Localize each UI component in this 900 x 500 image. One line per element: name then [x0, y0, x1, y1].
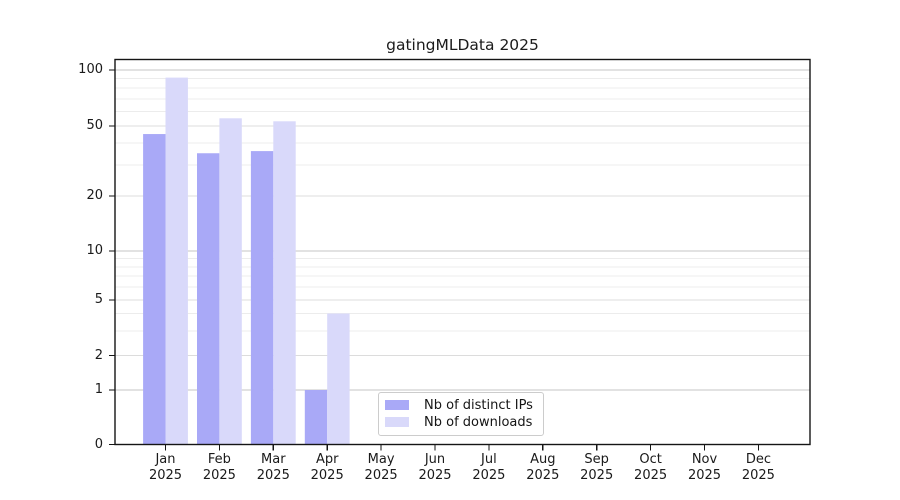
x-tick-label-aug: Aug 2025: [526, 451, 560, 484]
y-tick-label-100: 100: [78, 62, 103, 77]
y-tick-label-2: 2: [94, 347, 103, 363]
x-tick-label-sep: Sep 2025: [580, 451, 614, 484]
x-tick-label-dec: Dec 2025: [741, 451, 775, 484]
bar-nb-of-downloads-mar: [273, 121, 296, 445]
x-tick-label-jul: Jul 2025: [472, 451, 506, 484]
y-tick-label-5: 5: [94, 292, 103, 307]
x-tick-label-oct: Oct 2025: [634, 451, 668, 484]
y-tick-label-10: 10: [86, 243, 103, 258]
x-tick-label-may: May 2025: [364, 451, 398, 484]
legend-item-distinct-ips: Nb of distinct IPs: [385, 398, 537, 413]
bar-nb-of-distinct-ips-jan: [143, 134, 166, 445]
bar-nb-of-downloads-apr: [327, 313, 350, 445]
y-tick-label-1: 1: [94, 382, 103, 397]
legend-swatch-distinct-ips: [385, 400, 409, 410]
legend-label-distinct-ips: Nb of distinct IPs: [424, 397, 533, 413]
bar-nb-of-downloads-jan: [165, 77, 188, 445]
x-tick-label-feb: Feb 2025: [202, 451, 236, 484]
y-tick-label-20: 20: [86, 188, 103, 203]
bar-nb-of-distinct-ips-feb: [197, 153, 220, 445]
legend-label-downloads: Nb of downloads: [424, 414, 533, 430]
bar-nb-of-distinct-ips-mar: [250, 151, 274, 445]
y-tick-label-0: 0: [94, 436, 103, 452]
x-tick-label-jan: Jan 2025: [148, 451, 183, 484]
legend-item-downloads: Nb of downloads: [385, 415, 537, 430]
y-tick-label-50: 50: [86, 118, 103, 133]
x-tick-label-apr: Apr 2025: [310, 451, 344, 484]
x-tick-label-nov: Nov 2025: [687, 451, 722, 484]
legend: Nb of distinct IPs Nb of downloads: [378, 391, 544, 436]
legend-swatch-downloads: [385, 417, 409, 427]
plot-border: [114, 58, 811, 446]
bar-nb-of-downloads-feb: [219, 118, 242, 445]
x-tick-label-jun: Jun 2025: [418, 451, 452, 484]
x-tick-label-mar: Mar 2025: [256, 451, 290, 484]
chart-title: gatingMLData 2025: [386, 36, 539, 54]
bar-nb-of-distinct-ips-apr: [304, 390, 328, 445]
